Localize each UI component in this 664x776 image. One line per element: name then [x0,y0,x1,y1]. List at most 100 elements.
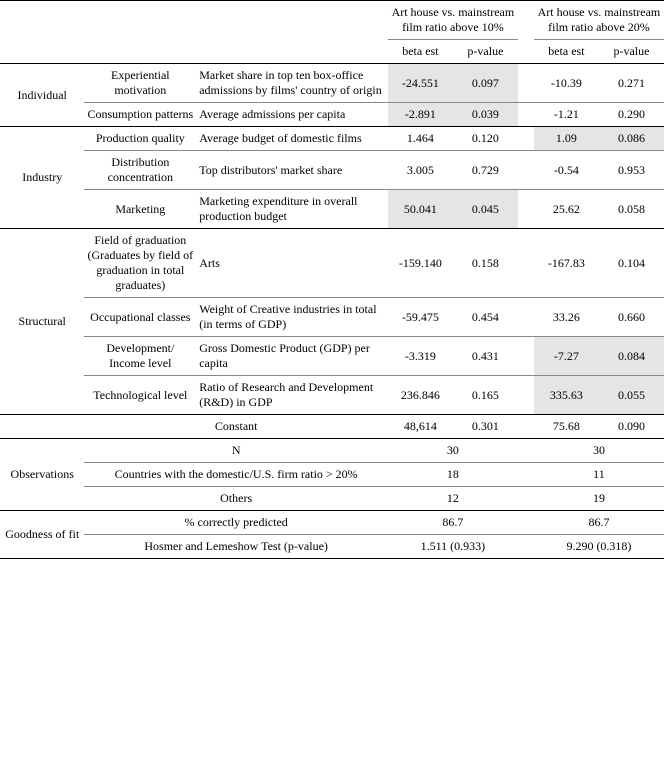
cat-industry: Industry [0,127,84,229]
col-beta-1: beta est [388,40,453,64]
cell-beta2: 33.26 [534,298,599,337]
cell-beta2: -10.39 [534,64,599,103]
cell-beta2: -167.83 [534,229,599,298]
sub-label: Consumption patterns [84,103,196,127]
table-row: Consumption patterns Average admissions … [0,103,664,127]
cell-pval1: 0.454 [453,298,518,337]
cell-value2: 9.290 (0.318) [534,535,664,559]
cell-beta1: 3.005 [388,151,453,190]
sub-label: Production quality [84,127,196,151]
cell-pval2: 0.090 [599,415,664,439]
table-row: Hosmer and Lemeshow Test (p-value) 1.511… [0,535,664,559]
table-row: Distribution concentration Top distribut… [0,151,664,190]
desc-label: Hosmer and Lemeshow Test (p-value) [84,535,387,559]
cell-beta2: 25.62 [534,190,599,229]
cell-pval2: 0.104 [599,229,664,298]
cell-value2: 11 [534,463,664,487]
desc-label: N [84,439,387,463]
cell-beta1: -24.551 [388,64,453,103]
cell-pval2: 0.086 [599,127,664,151]
cell-beta1: 236.846 [388,376,453,415]
table-row: Industry Production quality Average budg… [0,127,664,151]
results-table: Art house vs. mainstream film ratio abov… [0,0,664,559]
cell-value1: 30 [388,439,518,463]
sub-label: Technological level [84,376,196,415]
cell-value1: 86.7 [388,511,518,535]
cell-pval2: 0.084 [599,337,664,376]
cell-beta1: 50.041 [388,190,453,229]
cell-value2: 86.7 [534,511,664,535]
cell-value1: 18 [388,463,518,487]
cell-pval2: 0.271 [599,64,664,103]
col-pval-1: p-value [453,40,518,64]
desc-label: Market share in top ten box-office admis… [196,64,388,103]
cell-pval1: 0.431 [453,337,518,376]
cell-beta2: 335.63 [534,376,599,415]
cell-pval1: 0.045 [453,190,518,229]
table-row: Occupational classes Weight of Creative … [0,298,664,337]
cell-pval2: 0.290 [599,103,664,127]
cat-structural: Structural [0,229,84,415]
desc-label: Arts [196,229,388,298]
cell-pval2: 0.953 [599,151,664,190]
sub-label: Occupational classes [84,298,196,337]
cell-value2: 19 [534,487,664,511]
cell-value2: 30 [534,439,664,463]
cat-goodness: Goodness of fit [0,511,84,559]
desc-label: Others [84,487,387,511]
cell-pval1: 0.097 [453,64,518,103]
row-constant: Constant 48,614 0.301 75.68 0.090 [0,415,664,439]
cell-pval1: 0.165 [453,376,518,415]
col-group-2: Art house vs. mainstream film ratio abov… [534,1,664,40]
table-row: Goodness of fit % correctly predicted 86… [0,511,664,535]
table-row: Technological level Ratio of Research an… [0,376,664,415]
cell-pval1: 0.039 [453,103,518,127]
cell-beta2: -0.54 [534,151,599,190]
table-row: Marketing Marketing expenditure in overa… [0,190,664,229]
cell-pval2: 0.055 [599,376,664,415]
cat-observations: Observations [0,439,84,511]
cell-beta2: -7.27 [534,337,599,376]
table-row: Structural Field of graduation (Graduate… [0,229,664,298]
desc-label: Countries with the domestic/U.S. firm ra… [84,463,387,487]
cat-individual: Individual [0,64,84,127]
cell-beta2: -1.21 [534,103,599,127]
cell-pval1: 0.120 [453,127,518,151]
sub-label: Field of graduation (Graduates by field … [84,229,196,298]
cell-beta1: -2.891 [388,103,453,127]
desc-label: Marketing expenditure in overall product… [196,190,388,229]
cell-pval2: 0.058 [599,190,664,229]
cell-beta1: 1.464 [388,127,453,151]
desc-label: Weight of Creative industries in total (… [196,298,388,337]
cell-beta2: 1.09 [534,127,599,151]
table-row: Others 12 19 [0,487,664,511]
cell-value1: 1.511 (0.933) [388,535,518,559]
table-row: Countries with the domestic/U.S. firm ra… [0,463,664,487]
cell-value1: 12 [388,487,518,511]
desc-label: Gross Domestic Product (GDP) per capita [196,337,388,376]
desc-label: Average admissions per capita [196,103,388,127]
constant-label: Constant [84,415,387,439]
desc-label: % correctly predicted [84,511,387,535]
cell-beta2: 75.68 [534,415,599,439]
cell-pval1: 0.301 [453,415,518,439]
table-row: Development/ Income level Gross Domestic… [0,337,664,376]
col-pval-2: p-value [599,40,664,64]
cell-beta1: -3.319 [388,337,453,376]
sub-label: Experiential motivation [84,64,196,103]
table-row: Observations N 30 30 [0,439,664,463]
cell-pval1: 0.158 [453,229,518,298]
desc-label: Top distributors' market share [196,151,388,190]
col-beta-2: beta est [534,40,599,64]
cell-pval1: 0.729 [453,151,518,190]
cell-beta1: 48,614 [388,415,453,439]
sub-label: Development/ Income level [84,337,196,376]
table-row: Individual Experiential motivation Marke… [0,64,664,103]
cell-beta1: -159.140 [388,229,453,298]
sub-label: Distribution concentration [84,151,196,190]
cell-pval2: 0.660 [599,298,664,337]
col-group-1: Art house vs. mainstream film ratio abov… [388,1,518,40]
cell-beta1: -59.475 [388,298,453,337]
desc-label: Ratio of Research and Development (R&D) … [196,376,388,415]
desc-label: Average budget of domestic films [196,127,388,151]
